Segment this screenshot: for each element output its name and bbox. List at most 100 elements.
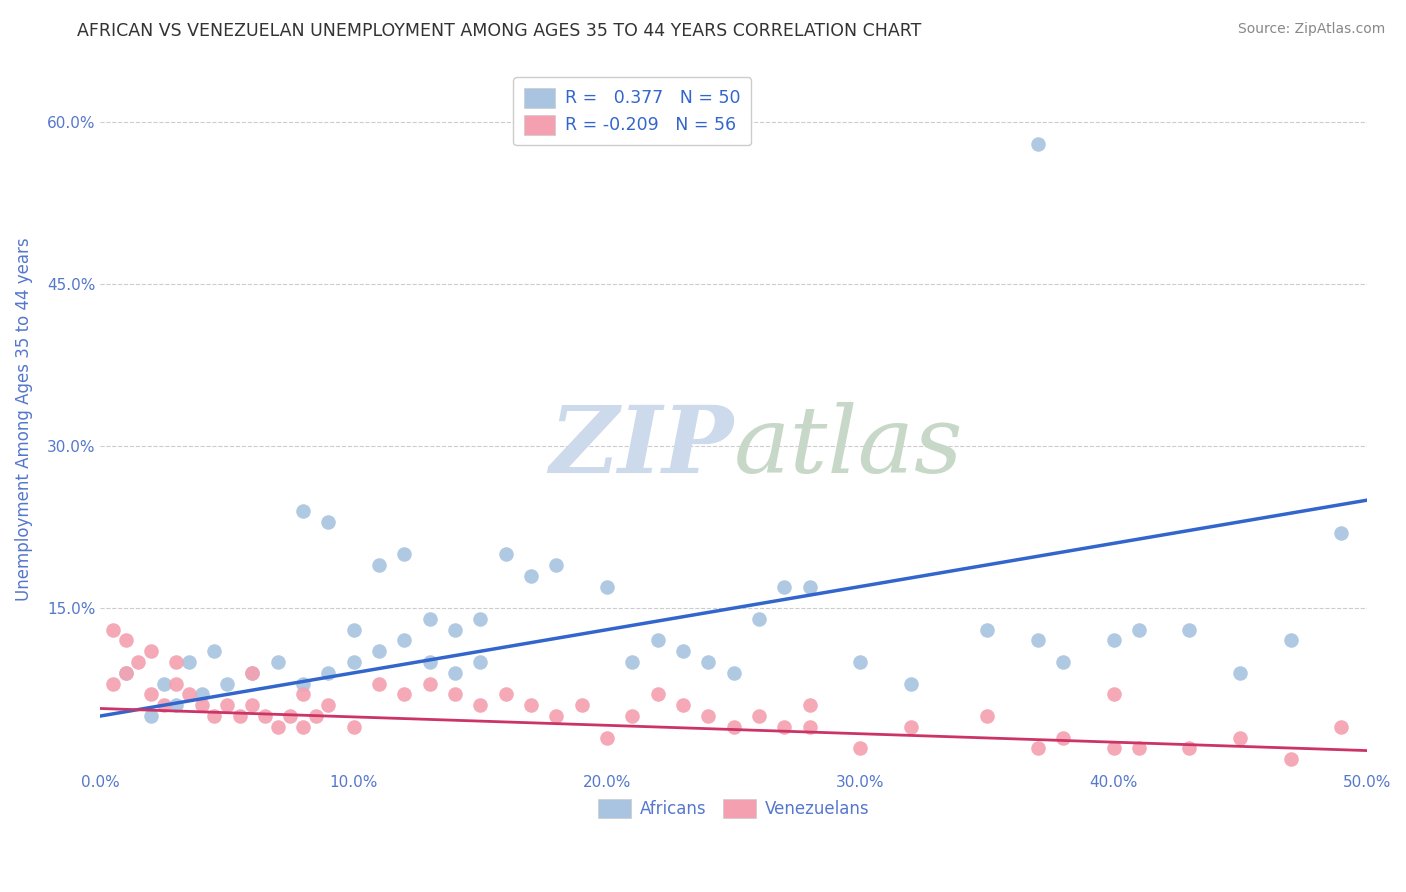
Point — [444, 623, 467, 637]
Point — [470, 655, 492, 669]
Point — [165, 698, 187, 713]
Point — [367, 558, 389, 572]
Point — [1330, 720, 1353, 734]
Point — [900, 676, 922, 690]
Point — [647, 688, 669, 702]
Point — [152, 698, 174, 713]
Point — [1229, 665, 1251, 680]
Point — [520, 568, 543, 582]
Point — [240, 665, 263, 680]
Point — [342, 623, 364, 637]
Point — [596, 580, 619, 594]
Point — [976, 623, 998, 637]
Point — [240, 665, 263, 680]
Point — [1102, 633, 1125, 648]
Point — [1102, 741, 1125, 756]
Point — [1128, 623, 1150, 637]
Point — [495, 688, 517, 702]
Point — [152, 676, 174, 690]
Point — [139, 709, 162, 723]
Point — [304, 709, 326, 723]
Point — [621, 709, 644, 723]
Point — [748, 709, 770, 723]
Point — [647, 633, 669, 648]
Point — [291, 688, 314, 702]
Point — [697, 709, 720, 723]
Point — [177, 655, 200, 669]
Point — [392, 547, 415, 561]
Point — [342, 720, 364, 734]
Point — [596, 731, 619, 745]
Point — [495, 547, 517, 561]
Point — [1229, 731, 1251, 745]
Point — [266, 655, 288, 669]
Point — [1178, 623, 1201, 637]
Point — [392, 688, 415, 702]
Point — [419, 676, 441, 690]
Point — [114, 633, 136, 648]
Point — [723, 665, 745, 680]
Point — [165, 655, 187, 669]
Point — [114, 665, 136, 680]
Point — [976, 709, 998, 723]
Point — [748, 612, 770, 626]
Point — [773, 580, 796, 594]
Point — [101, 676, 124, 690]
Legend: Africans, Venezuelans: Africans, Venezuelans — [592, 792, 876, 825]
Point — [1279, 752, 1302, 766]
Text: ZIP: ZIP — [550, 402, 734, 492]
Point — [228, 709, 250, 723]
Point — [723, 720, 745, 734]
Text: AFRICAN VS VENEZUELAN UNEMPLOYMENT AMONG AGES 35 TO 44 YEARS CORRELATION CHART: AFRICAN VS VENEZUELAN UNEMPLOYMENT AMONG… — [77, 22, 922, 40]
Point — [419, 612, 441, 626]
Point — [190, 698, 212, 713]
Point — [1178, 741, 1201, 756]
Point — [367, 676, 389, 690]
Point — [139, 644, 162, 658]
Point — [444, 688, 467, 702]
Point — [139, 688, 162, 702]
Point — [392, 633, 415, 648]
Point — [291, 504, 314, 518]
Point — [127, 655, 149, 669]
Point — [165, 676, 187, 690]
Point — [546, 558, 568, 572]
Point — [114, 665, 136, 680]
Point — [697, 655, 720, 669]
Text: atlas: atlas — [734, 402, 963, 492]
Point — [799, 720, 821, 734]
Point — [546, 709, 568, 723]
Point — [215, 698, 238, 713]
Point — [1026, 633, 1049, 648]
Point — [419, 655, 441, 669]
Point — [316, 665, 339, 680]
Point — [470, 612, 492, 626]
Point — [1279, 633, 1302, 648]
Point — [291, 676, 314, 690]
Point — [849, 655, 872, 669]
Point — [621, 655, 644, 669]
Point — [1052, 731, 1074, 745]
Point — [278, 709, 301, 723]
Point — [367, 644, 389, 658]
Point — [672, 644, 695, 658]
Text: Source: ZipAtlas.com: Source: ZipAtlas.com — [1237, 22, 1385, 37]
Point — [202, 709, 225, 723]
Point — [799, 580, 821, 594]
Y-axis label: Unemployment Among Ages 35 to 44 years: Unemployment Among Ages 35 to 44 years — [15, 237, 32, 601]
Point — [101, 623, 124, 637]
Point — [900, 720, 922, 734]
Point — [849, 741, 872, 756]
Point — [215, 676, 238, 690]
Point — [316, 698, 339, 713]
Point — [520, 698, 543, 713]
Point — [1026, 741, 1049, 756]
Point — [571, 698, 593, 713]
Point — [266, 720, 288, 734]
Point — [177, 688, 200, 702]
Point — [1052, 655, 1074, 669]
Point — [316, 515, 339, 529]
Point — [240, 698, 263, 713]
Point — [1102, 688, 1125, 702]
Point — [444, 665, 467, 680]
